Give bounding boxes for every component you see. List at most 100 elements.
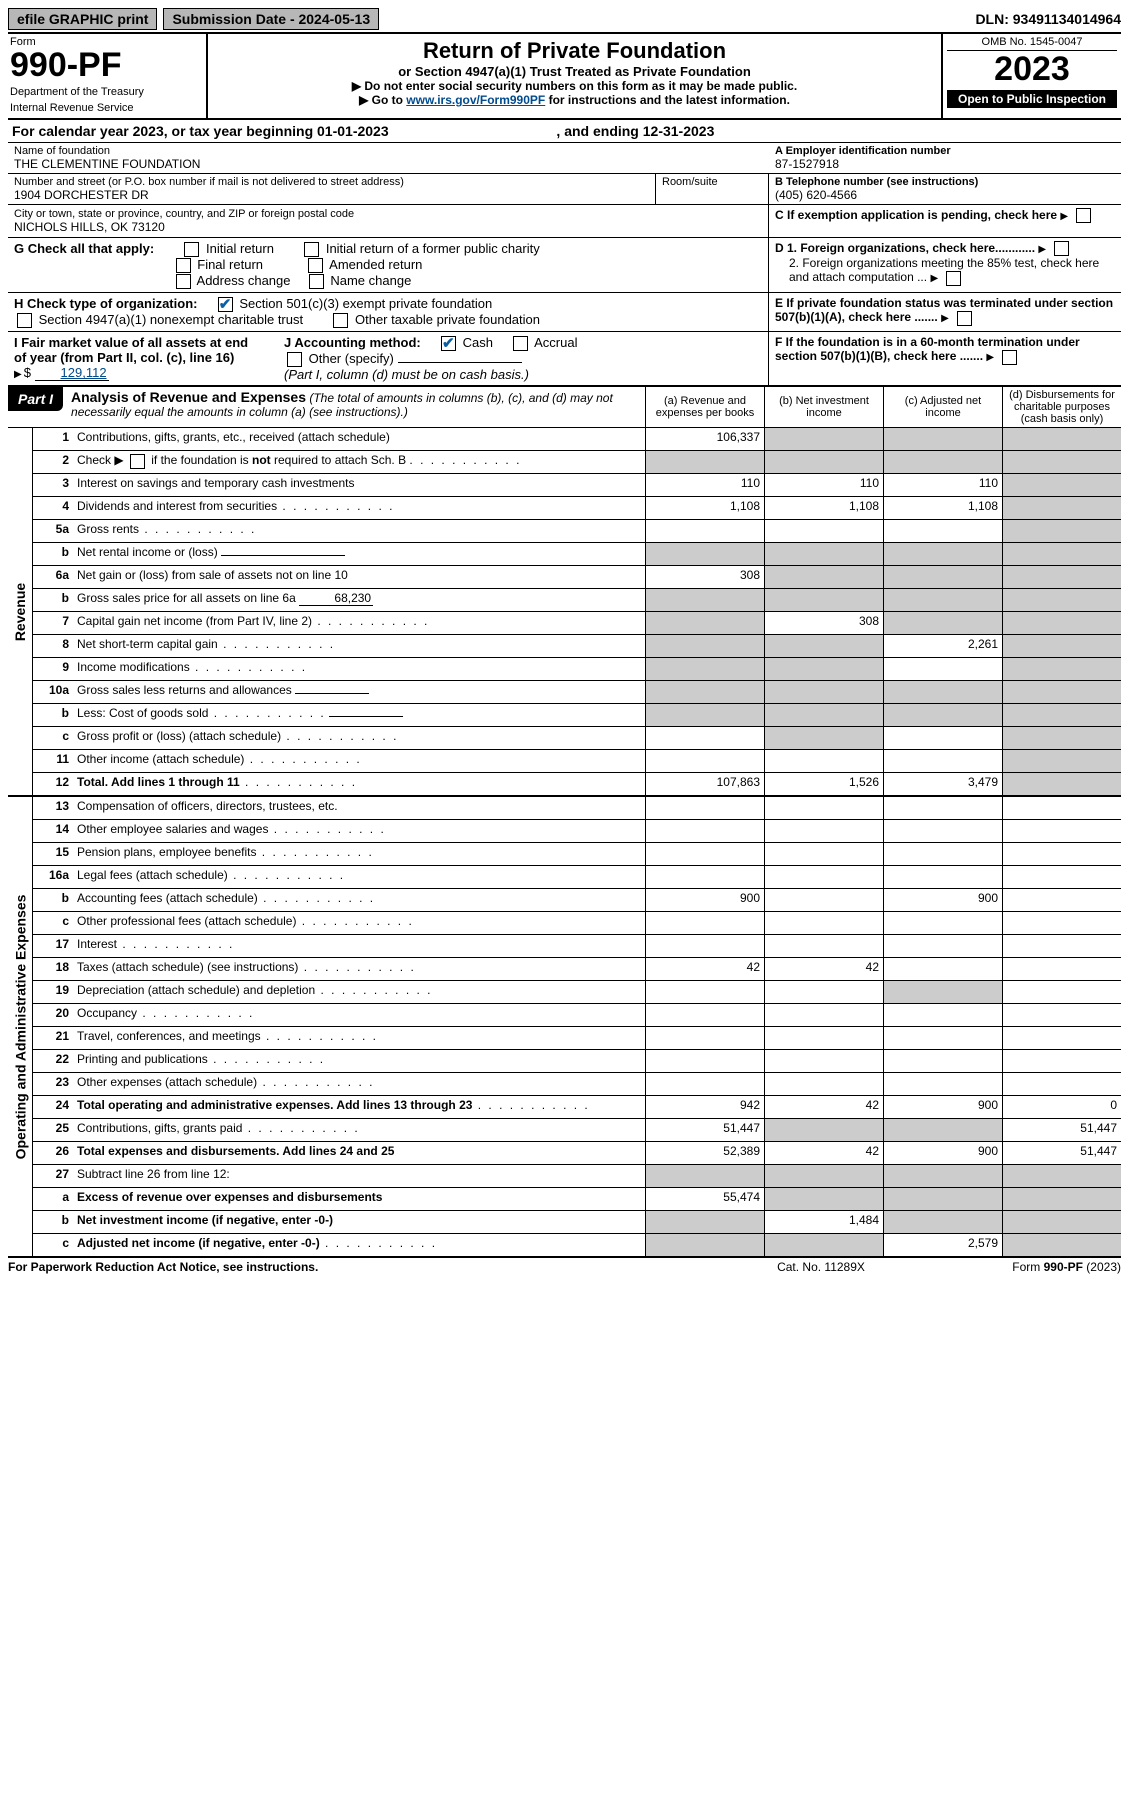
line-num: c	[33, 1234, 73, 1256]
initial-return-checkbox[interactable]	[184, 242, 199, 257]
calendar-year-line: For calendar year 2023, or tax year begi…	[8, 120, 1121, 143]
footer-form: Form 990-PF (2023)	[921, 1260, 1121, 1274]
e-checkbox[interactable]	[957, 311, 972, 326]
f-checkbox[interactable]	[1002, 350, 1017, 365]
col-b	[764, 1119, 883, 1141]
col-c	[883, 750, 1002, 772]
col-a	[645, 1211, 764, 1233]
line-num: 16a	[33, 866, 73, 888]
line-desc: Total expenses and disbursements. Add li…	[73, 1142, 645, 1164]
col-b	[764, 428, 883, 450]
col-c	[883, 1027, 1002, 1049]
col-c-header: (c) Adjusted net income	[883, 387, 1002, 427]
other-taxable-checkbox[interactable]	[333, 313, 348, 328]
header-left: Form 990-PF Department of the Treasury I…	[8, 34, 208, 118]
col-d	[1002, 451, 1121, 473]
line-16b: b Accounting fees (attach schedule) 9009…	[33, 888, 1121, 911]
ein-cell: A Employer identification number 87-1527…	[769, 143, 1121, 173]
revenue-side-label: Revenue	[8, 428, 33, 795]
form990pf-link[interactable]: www.irs.gov/Form990PF	[406, 93, 545, 107]
line-num: 1	[33, 428, 73, 450]
name-change-checkbox[interactable]	[309, 274, 324, 289]
line-22: 22 Printing and publications	[33, 1049, 1121, 1072]
other-method-checkbox[interactable]	[287, 352, 302, 367]
arrow-icon	[1038, 241, 1048, 255]
col-a	[645, 1050, 764, 1072]
accrual-label: Accrual	[534, 335, 577, 350]
col-d	[1002, 658, 1121, 680]
col-d	[1002, 889, 1121, 911]
cal-b: , and ending 12-31-2023	[556, 123, 714, 139]
col-c	[883, 566, 1002, 588]
sch-b-checkbox[interactable]	[130, 454, 145, 469]
ij-cell: I Fair market value of all assets at end…	[8, 332, 768, 385]
line-desc: Net gain or (loss) from sale of assets n…	[73, 566, 645, 588]
line-20: 20 Occupancy	[33, 1003, 1121, 1026]
submission-date-button[interactable]: Submission Date - 2024-05-13	[163, 8, 379, 30]
telephone-value: (405) 620-4566	[775, 188, 1115, 202]
col-d	[1002, 1004, 1121, 1026]
line-num: 10a	[33, 681, 73, 703]
line-16a: 16a Legal fees (attach schedule)	[33, 865, 1121, 888]
address-change-checkbox[interactable]	[176, 274, 191, 289]
col-b	[764, 750, 883, 772]
line-24: 24 Total operating and administrative ex…	[33, 1095, 1121, 1118]
line-num: 18	[33, 958, 73, 980]
d1-checkbox[interactable]	[1054, 241, 1069, 256]
col-c	[883, 428, 1002, 450]
g-label: G Check all that apply:	[14, 241, 154, 256]
line-desc: Taxes (attach schedule) (see instruction…	[73, 958, 645, 980]
line-18: 18 Taxes (attach schedule) (see instruct…	[33, 957, 1121, 980]
line-21: 21 Travel, conferences, and meetings	[33, 1026, 1121, 1049]
other-method-label: Other (specify)	[309, 351, 394, 366]
top-bar: efile GRAPHIC print Submission Date - 20…	[8, 8, 1121, 30]
fmv-value-link[interactable]: 129,112	[35, 365, 109, 381]
s501-checkbox[interactable]	[218, 297, 233, 312]
line-num: 25	[33, 1119, 73, 1141]
line-16c: c Other professional fees (attach schedu…	[33, 911, 1121, 934]
line-num: b	[33, 543, 73, 565]
col-d	[1002, 497, 1121, 519]
col-b	[764, 727, 883, 749]
s501-label: Section 501(c)(3) exempt private foundat…	[239, 296, 492, 311]
line-num: 27	[33, 1165, 73, 1187]
col-c: 3,479	[883, 773, 1002, 795]
final-return-checkbox[interactable]	[176, 258, 191, 273]
line-desc: Net investment income (if negative, ente…	[73, 1211, 645, 1233]
s4947-checkbox[interactable]	[17, 313, 32, 328]
d-cell: D 1. Foreign organizations, check here..…	[768, 238, 1121, 292]
col-d	[1002, 681, 1121, 703]
col-c	[883, 935, 1002, 957]
line-num: 26	[33, 1142, 73, 1164]
arrow-icon	[941, 310, 951, 324]
line-num: 9	[33, 658, 73, 680]
col-a	[645, 1234, 764, 1256]
d2-checkbox[interactable]	[946, 271, 961, 286]
col-d: 51,447	[1002, 1119, 1121, 1141]
col-b	[764, 681, 883, 703]
line-15: 15 Pension plans, employee benefits	[33, 842, 1121, 865]
col-b	[764, 866, 883, 888]
efile-print-button[interactable]: efile GRAPHIC print	[8, 8, 157, 30]
col-c	[883, 1050, 1002, 1072]
col-b	[764, 981, 883, 1003]
other-taxable-label: Other taxable private foundation	[355, 312, 540, 327]
col-a	[645, 981, 764, 1003]
accrual-checkbox[interactable]	[513, 336, 528, 351]
initial-public-checkbox[interactable]	[304, 242, 319, 257]
col-c	[883, 451, 1002, 473]
line-desc: Pension plans, employee benefits	[73, 843, 645, 865]
footer-cat: Cat. No. 11289X	[721, 1260, 921, 1274]
header-center: Return of Private Foundation or Section …	[208, 34, 941, 118]
c-checkbox[interactable]	[1076, 208, 1091, 223]
cash-checkbox[interactable]	[441, 336, 456, 351]
city-c-row: City or town, state or province, country…	[8, 205, 1121, 238]
line-desc: Subtract line 26 from line 12:	[73, 1165, 645, 1187]
col-a: 42	[645, 958, 764, 980]
g-cell: G Check all that apply: Initial return I…	[8, 238, 768, 292]
amended-return-checkbox[interactable]	[308, 258, 323, 273]
j-block: J Accounting method: Cash Accrual Other …	[284, 335, 578, 382]
telephone-label: B Telephone number (see instructions)	[775, 176, 1115, 188]
form-note-2: ▶ Go to www.irs.gov/Form990PF for instru…	[216, 93, 933, 107]
line-num: 20	[33, 1004, 73, 1026]
